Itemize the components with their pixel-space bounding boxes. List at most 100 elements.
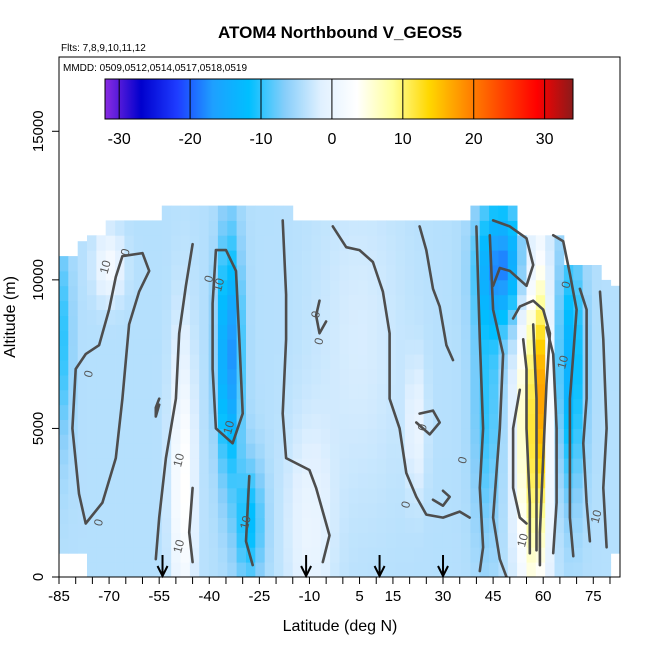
heatmap-cell (358, 562, 368, 577)
heatmap-cell (255, 487, 265, 504)
heatmap-cell (461, 458, 471, 474)
heatmap-cell (68, 508, 78, 524)
heatmap-cell (404, 532, 415, 548)
x-tick-label: 75 (585, 588, 602, 605)
heatmap-cell (105, 458, 116, 474)
heatmap-cell (563, 383, 574, 400)
heatmap-cell (96, 562, 107, 577)
heatmap-cell (526, 309, 537, 325)
heatmap-cell (554, 413, 565, 429)
contour-line (418, 225, 455, 362)
heatmap-cell (171, 294, 181, 310)
heatmap-cell (320, 235, 331, 251)
heatmap-cell (433, 562, 443, 577)
heatmap-cell (199, 413, 209, 429)
heatmap-cell (404, 369, 415, 385)
heatmap-cell (171, 279, 181, 296)
heatmap-cell (227, 235, 237, 251)
heatmap-cell (545, 398, 555, 414)
heatmap-cell (591, 517, 602, 533)
heatmap-cell (386, 220, 396, 236)
heatmap-cell (283, 413, 294, 429)
heatmap-cell (105, 339, 116, 355)
y-axis: 0 5000 10000 15000 (30, 110, 59, 581)
heatmap-cell (283, 354, 294, 370)
heatmap-cell (133, 502, 144, 518)
heatmap-cell (573, 354, 583, 370)
heatmap-cell (414, 547, 425, 563)
heatmap-cell (451, 532, 462, 548)
heatmap-cell (573, 502, 583, 518)
heatmap-cell (470, 250, 481, 266)
heatmap-cell (274, 250, 284, 266)
heatmap-cell (283, 383, 294, 400)
heatmap-cell (601, 294, 612, 310)
heatmap-cell (479, 502, 490, 518)
heatmap-cell (227, 413, 237, 429)
heatmap-cell (358, 547, 368, 563)
heatmap-cell (59, 404, 69, 420)
contour-line (551, 234, 578, 558)
heatmap-cell (77, 538, 88, 554)
heatmap-cell (133, 265, 144, 281)
heatmap-cell (348, 309, 359, 325)
heatmap-cell (283, 487, 294, 504)
heatmap-cell (199, 250, 209, 266)
heatmap-cell (433, 279, 443, 296)
heatmap-cell (470, 532, 481, 548)
heatmap-cell (470, 473, 481, 489)
heatmap-cell (77, 256, 88, 272)
heatmap-cell (545, 413, 555, 429)
heatmap-cell (404, 220, 415, 236)
heatmap-cell (105, 562, 116, 577)
heatmap-cell (283, 220, 294, 236)
heatmap-cell (77, 478, 88, 495)
heatmap-cell (339, 413, 350, 429)
heatmap-cell (423, 339, 434, 355)
heatmap-cell (582, 532, 593, 548)
heatmap-cell (227, 458, 237, 474)
heatmap-cell (171, 205, 181, 221)
heatmap-cell (171, 428, 181, 444)
heatmap-cell (161, 502, 172, 518)
heatmap-cell (87, 250, 97, 266)
heatmap-cell (255, 428, 265, 444)
heatmap-cell (610, 330, 620, 346)
heatmap-cell (442, 294, 453, 310)
heatmap-cell (573, 473, 583, 489)
heatmap-cell (367, 428, 378, 444)
heatmap-cell (255, 279, 265, 296)
heatmap-cell (283, 339, 294, 355)
heatmap-cell (199, 562, 209, 577)
heatmap-cell (517, 473, 527, 489)
heatmap-cell (274, 383, 284, 400)
contour-label: 0 (91, 517, 106, 527)
heatmap-cell (339, 294, 350, 310)
heatmap-cell (507, 383, 518, 400)
heatmap-cell (442, 473, 453, 489)
heatmap-cell (236, 279, 247, 296)
contour-label: 10 (170, 451, 187, 468)
heatmap-cell (376, 473, 387, 489)
heatmap-cell (404, 279, 415, 296)
heatmap-cell (96, 443, 107, 459)
heatmap-cell (339, 309, 350, 325)
heatmap-cell (311, 532, 322, 548)
heatmap-cell (573, 398, 583, 414)
heatmap-cell (470, 517, 481, 533)
heatmap-cell (311, 250, 322, 266)
contour-line (521, 338, 532, 555)
heatmap-cell (601, 354, 612, 370)
heatmap-cell (358, 220, 368, 236)
heatmap-cell (498, 473, 509, 489)
heatmap-cell (320, 265, 331, 281)
heatmap-cell (292, 413, 303, 429)
heatmap-cell (105, 502, 116, 518)
heatmap-cell (189, 294, 200, 310)
heatmap-cell (246, 205, 256, 221)
heatmap-cell (395, 324, 406, 340)
heatmap-cell (610, 389, 620, 406)
heatmap-cell (180, 502, 191, 518)
heatmap-cell (517, 383, 527, 400)
heatmap-cell (105, 428, 116, 444)
